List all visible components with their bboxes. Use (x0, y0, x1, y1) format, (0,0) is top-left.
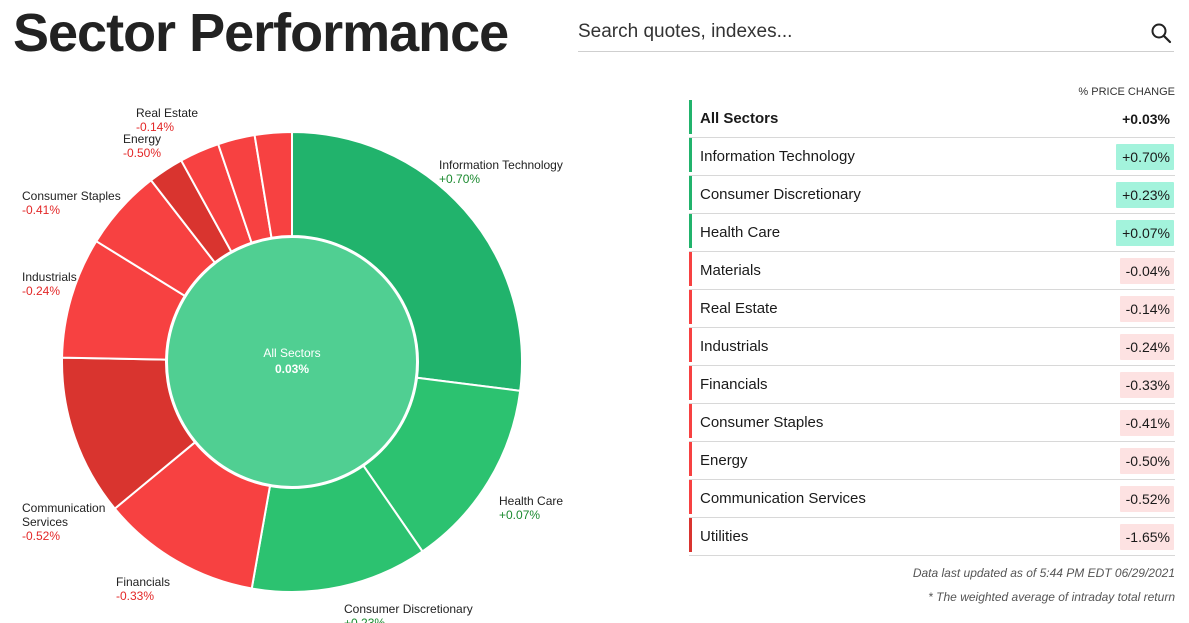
column-header: % PRICE CHANGE (1078, 86, 1175, 98)
sector-change: -0.52% (1119, 485, 1174, 512)
sector-row-materials[interactable]: Materials -0.04% (689, 252, 1175, 290)
label-financials: Financials -0.33% (116, 575, 170, 603)
sector-name: Consumer Staples (700, 414, 824, 431)
last-updated-note: Data last updated as of 5:44 PM EDT 06/2… (912, 566, 1175, 580)
label-consumer-staples: Consumer Staples -0.41% (22, 189, 121, 217)
center-circle[interactable] (166, 236, 418, 488)
label-information-technology: Information Technology +0.70% (439, 158, 563, 186)
sector-row-all-sectors[interactable]: All Sectors +0.03% (689, 100, 1175, 138)
sector-name: Real Estate (700, 300, 778, 317)
sector-name: Industrials (700, 338, 769, 355)
row-indicator (689, 138, 692, 172)
sector-row-consumer-discretionary[interactable]: Consumer Discretionary +0.23% (689, 176, 1175, 214)
row-indicator (689, 100, 692, 134)
label-industrials: Industrials -0.24% (22, 270, 77, 298)
sector-change: -0.50% (1119, 447, 1174, 474)
search-icon[interactable] (1150, 22, 1172, 44)
row-indicator (689, 252, 692, 286)
sector-name: Utilities (700, 528, 749, 545)
center-value: 0.03% (275, 362, 309, 376)
sector-change: +0.23% (1116, 181, 1174, 208)
sector-change: +0.70% (1116, 143, 1174, 170)
row-indicator (689, 518, 692, 552)
sector-name: Health Care (700, 224, 781, 241)
sector-table: % PRICE CHANGE All Sectors +0.03% Informat… (689, 85, 1175, 556)
sector-row-utilities[interactable]: Utilities -1.65% (689, 518, 1175, 556)
sector-sunburst-chart: All Sectors 0.03% Information Technology… (22, 106, 563, 623)
sector-name: Materials (700, 262, 761, 279)
row-indicator (689, 480, 692, 514)
row-indicator (689, 290, 692, 324)
sector-name: Consumer Discretionary (700, 186, 861, 203)
sector-row-financials[interactable]: Financials -0.33% (689, 366, 1175, 404)
page-title: Sector Performance (13, 3, 509, 63)
sector-row-information-technology[interactable]: Information Technology +0.70% (689, 138, 1175, 176)
footnote: * The weighted average of intraday total… (928, 590, 1175, 604)
sector-change: -0.33% (1119, 371, 1174, 398)
sector-rows: All Sectors +0.03% Information Technology +… (689, 100, 1175, 556)
label-real-estate: Real Estate -0.14% (136, 106, 198, 134)
row-indicator (689, 366, 692, 400)
sector-row-consumer-staples[interactable]: Consumer Staples -0.41% (689, 404, 1175, 442)
center-label: All Sectors (263, 346, 320, 360)
sector-change: -0.24% (1119, 333, 1174, 360)
sector-name: Energy (700, 452, 748, 469)
sector-row-real-estate[interactable]: Real Estate -0.14% (689, 290, 1175, 328)
label-consumer-discretionary: Consumer Discretionary +0.23% (344, 602, 473, 623)
row-indicator (689, 404, 692, 438)
row-indicator (689, 328, 692, 362)
sector-row-communication-services[interactable]: Communication Services -0.52% (689, 480, 1175, 518)
sector-name: Financials (700, 376, 768, 393)
sector-change: +0.07% (1116, 219, 1174, 246)
row-indicator (689, 442, 692, 476)
sector-name: Communication Services (700, 490, 866, 507)
sector-change: -0.14% (1119, 295, 1174, 322)
row-indicator (689, 176, 692, 210)
sector-row-energy[interactable]: Energy -0.50% (689, 442, 1175, 480)
row-indicator (689, 214, 692, 248)
label-health-care: Health Care +0.07% (499, 494, 563, 522)
sector-change: -0.41% (1119, 409, 1174, 436)
label-energy: Energy -0.50% (123, 132, 161, 160)
search-bar (578, 12, 1174, 52)
sector-change: +0.03% (1122, 110, 1170, 127)
search-input[interactable] (578, 18, 1138, 46)
sector-row-industrials[interactable]: Industrials -0.24% (689, 328, 1175, 366)
sector-change: -0.04% (1119, 257, 1174, 284)
label-communication-services: Communication Services -0.52% (22, 501, 105, 543)
sector-name: Information Technology (700, 148, 855, 165)
sector-change: -1.65% (1119, 523, 1174, 550)
sector-row-health-care[interactable]: Health Care +0.07% (689, 214, 1175, 252)
sector-name: All Sectors (700, 110, 779, 127)
